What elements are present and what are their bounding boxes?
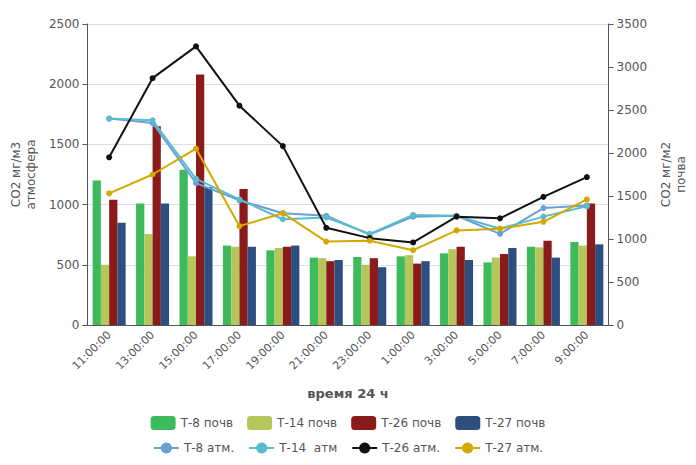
svg-text:Т-14 почв: Т-14 почв [276,416,337,430]
svg-text:3:00:00: 3:00:00 [422,328,461,367]
svg-text:атмосфера: атмосфера [24,140,38,210]
svg-text:Т-26 почв: Т-26 почв [380,416,441,430]
svg-text:500: 500 [57,258,80,272]
svg-text:23:00:00: 23:00:00 [330,328,374,372]
svg-text:Т-8 атм.: Т-8 атм. [183,441,234,455]
svg-text:3500: 3500 [617,17,648,31]
svg-text:Т-27 почв: Т-27 почв [484,416,545,430]
svg-text:Т-14 атм: Т-14 атм [278,441,337,455]
svg-text:21:00:00: 21:00:00 [287,328,331,372]
svg-text:3000: 3000 [617,60,648,74]
svg-text:0: 0 [72,318,80,332]
svg-text:1500: 1500 [49,137,80,151]
svg-text:17:00:00: 17:00:00 [200,328,244,372]
svg-text:1500: 1500 [617,189,648,203]
svg-text:CO2 мг/м3: CO2 мг/м3 [9,142,23,207]
svg-text:время 24 ч: время 24 ч [307,386,388,401]
svg-text:2500: 2500 [49,17,80,31]
svg-text:0: 0 [617,318,625,332]
svg-text:13:00:00: 13:00:00 [113,328,157,372]
svg-text:19:00:00: 19:00:00 [243,328,287,372]
svg-text:15:00:00: 15:00:00 [157,328,201,372]
svg-text:CO2 мг/м2: CO2 мг/м2 [659,142,673,207]
svg-text:2000: 2000 [49,77,80,91]
svg-text:2500: 2500 [617,103,648,117]
svg-text:500: 500 [617,275,640,289]
svg-text:Т-8 почв: Т-8 почв [180,416,233,430]
svg-text:почва: почва [674,156,688,193]
svg-text:Т-27 атм.: Т-27 атм. [484,441,543,455]
svg-text:5:00:00: 5:00:00 [465,328,504,367]
svg-text:7:00:00: 7:00:00 [509,328,548,367]
svg-text:9:00:00: 9:00:00 [552,328,591,367]
svg-text:Т-26 атм.: Т-26 атм. [381,441,440,455]
svg-text:1000: 1000 [49,198,80,212]
svg-text:1000: 1000 [617,232,648,246]
svg-text:1:00:00: 1:00:00 [379,328,418,367]
svg-text:11:00:00: 11:00:00 [70,328,114,372]
svg-text:2000: 2000 [617,146,648,160]
